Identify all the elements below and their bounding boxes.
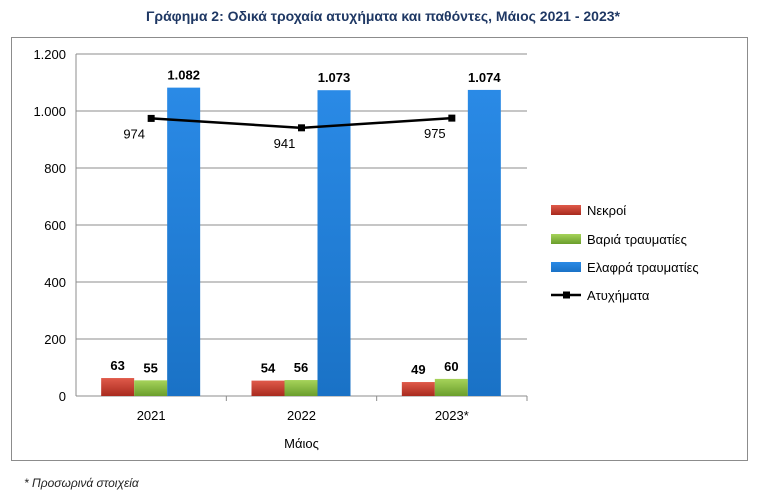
line-point <box>448 114 456 122</box>
x-tick-label: 2022 <box>287 408 316 423</box>
bar-Νεκροί <box>251 380 285 396</box>
legend-swatch <box>551 262 581 272</box>
y-tick-label: 1.000 <box>33 104 66 119</box>
line-point <box>298 124 305 132</box>
chart-title: Γράφημα 2: Οδικά τροχαία ατυχήματα και π… <box>146 8 620 24</box>
footnote: * Προσωρινά στοιχεία <box>24 476 139 490</box>
legend-swatch <box>551 205 581 215</box>
bar-Βαριά τραυματίες <box>284 380 318 396</box>
bar-value-label: 56 <box>294 360 308 375</box>
y-tick-label: 600 <box>44 218 66 233</box>
bar-value-label: 1.074 <box>468 70 501 85</box>
bar-value-label: 55 <box>143 360 157 375</box>
legend-label: Ατυχήματα <box>587 288 650 303</box>
legend-label: Βαριά τραυματίες <box>587 232 687 247</box>
bar-Βαριά τραυματίες <box>434 378 468 396</box>
bar-value-label: 54 <box>261 361 276 376</box>
bar-Ελαφρά τραυματίες <box>467 89 501 396</box>
line-point <box>147 114 155 122</box>
y-tick-label: 1.200 <box>33 47 66 62</box>
y-tick-label: 400 <box>44 275 66 290</box>
bar-Βαριά τραυματίες <box>134 380 168 396</box>
bar-value-label: 49 <box>411 362 425 377</box>
y-tick-label: 0 <box>59 389 66 404</box>
bar-value-label: 63 <box>110 358 124 373</box>
bar-Ελαφρά τραυματίες <box>167 87 201 396</box>
x-axis-title: Μάιος <box>284 436 319 451</box>
legend-label: Ελαφρά τραυματίες <box>587 260 699 275</box>
bar-Ελαφρά τραυματίες <box>317 90 351 396</box>
bar-value-label: 1.082 <box>167 68 200 83</box>
bar-value-label: 1.073 <box>318 70 351 85</box>
line-value-label: 941 <box>274 136 296 151</box>
legend-label: Νεκροί <box>587 203 626 218</box>
legend-swatch-marker <box>563 291 570 299</box>
y-tick-label: 800 <box>44 161 66 176</box>
legend-swatch <box>551 234 581 244</box>
x-tick-label: 2021 <box>137 408 166 423</box>
bar-value-label: 60 <box>444 359 458 374</box>
bar-Νεκροί <box>101 378 135 396</box>
x-tick-label: 2023* <box>435 408 469 423</box>
bar-Νεκροί <box>401 382 435 396</box>
line-value-label: 974 <box>123 126 145 141</box>
y-tick-label: 200 <box>44 332 66 347</box>
line-value-label: 975 <box>424 126 446 141</box>
